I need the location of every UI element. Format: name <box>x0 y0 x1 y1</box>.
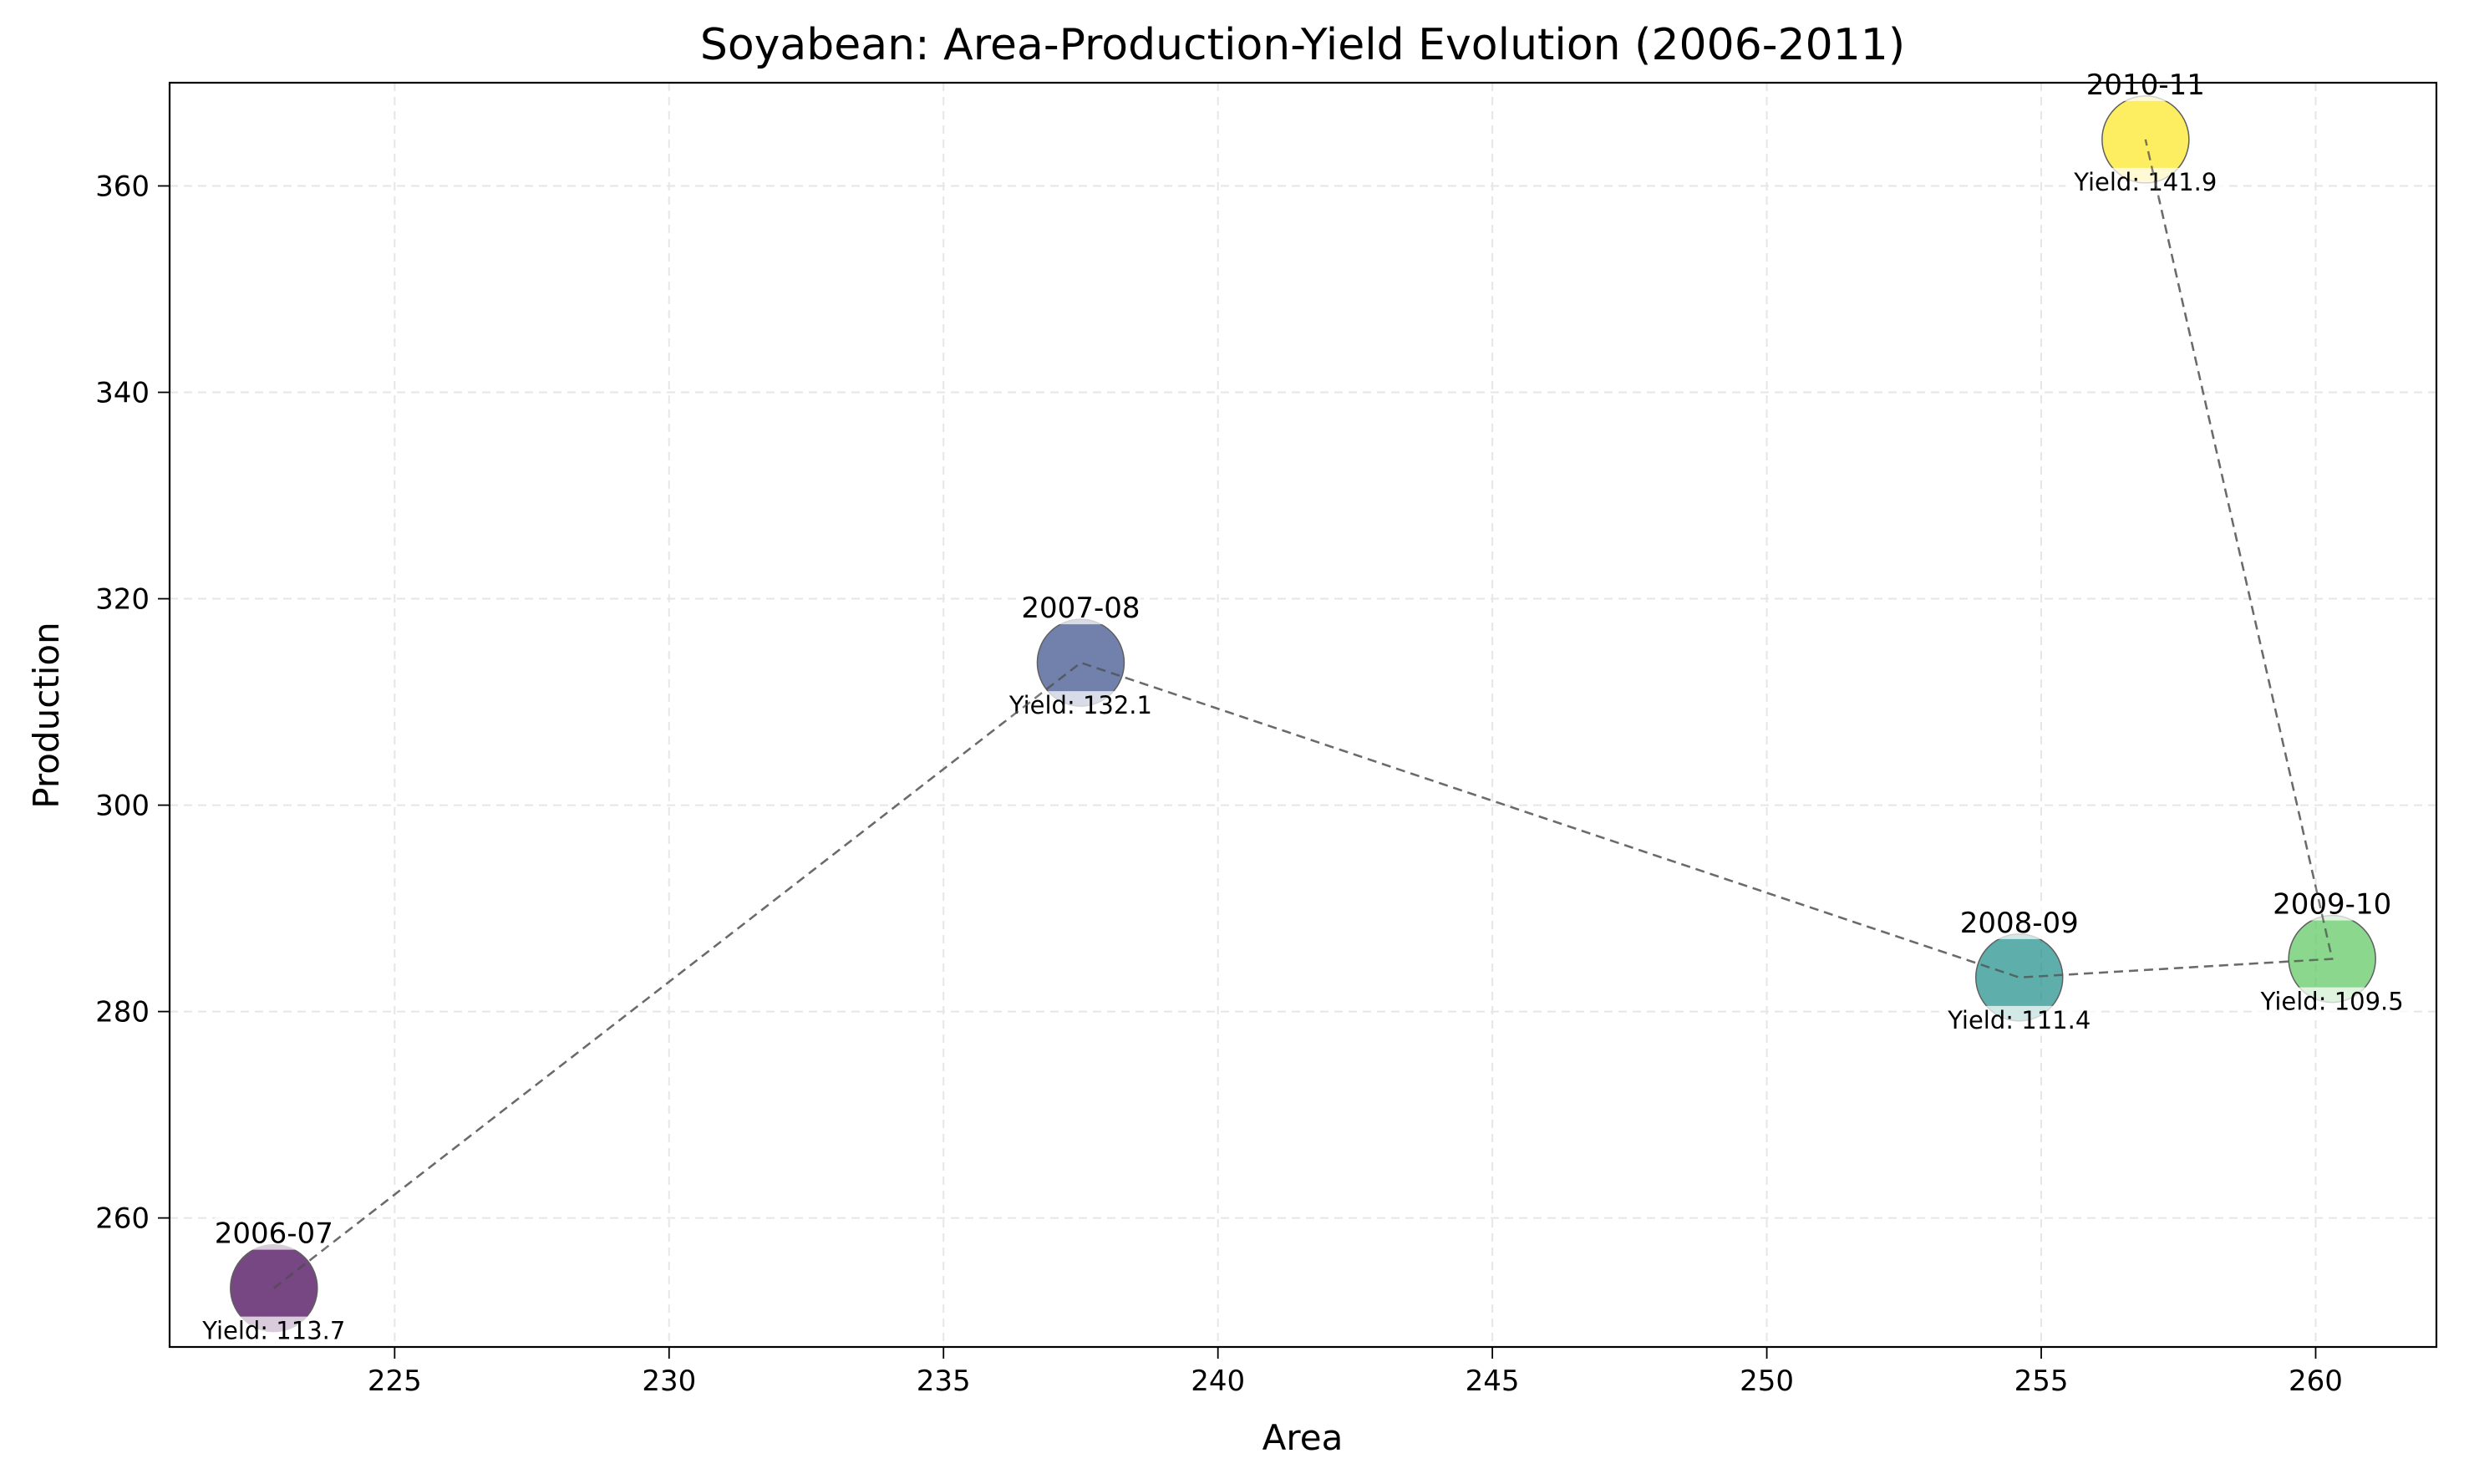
x-tick-label: 235 <box>917 1365 971 1398</box>
yield-label-backdrop <box>1000 691 1161 722</box>
year-label: 2009-10 <box>2273 888 2391 922</box>
trajectory-line-overlay <box>273 139 2334 1289</box>
data-point-2010-11: 2010-11 Yield: 141.9 <box>2065 67 2226 198</box>
yield-label: Yield: 111.4 <box>1947 1006 2091 1034</box>
x-tick-label: 255 <box>2014 1365 2069 1398</box>
grid-lines <box>170 83 2436 1347</box>
year-label-backdrop <box>1020 591 1141 625</box>
year-label: 2008-09 <box>1960 907 2079 940</box>
x-tick-label: 250 <box>1740 1365 1794 1398</box>
chart-title: Soyabean: Area-Production-Yield Evolutio… <box>700 20 1905 70</box>
y-tick-label: 320 <box>95 583 150 617</box>
data-point-2006-07: 2006-07 Yield: 113.7 <box>193 1216 354 1347</box>
data-point-2008-09: 2008-09 Yield: 111.4 <box>1938 905 2100 1036</box>
year-label: 2006-07 <box>215 1217 333 1251</box>
x-tick-label: 240 <box>1191 1365 1245 1398</box>
y-axis-title: Production <box>26 622 67 808</box>
x-tick-label: 225 <box>368 1365 422 1398</box>
x-tick-label: 245 <box>1466 1365 1520 1398</box>
year-label-backdrop <box>1958 905 2080 939</box>
y-tick-label: 280 <box>95 996 150 1029</box>
yield-label: Yield: 141.9 <box>2073 168 2217 196</box>
axis-ticks: 225 230 235 240 245 250 255 260 260 280 300 320 340 3… <box>95 170 2343 1398</box>
y-tick-label: 300 <box>95 790 150 823</box>
plot-frame <box>168 81 2438 1349</box>
yield-label: Yield: 132.1 <box>1008 691 1152 719</box>
yield-label-backdrop <box>2252 987 2413 1018</box>
yield-label-backdrop <box>193 1316 354 1347</box>
year-label-backdrop <box>213 1216 334 1250</box>
yield-label: Yield: 109.5 <box>2260 988 2404 1016</box>
yield-label: Yield: 113.7 <box>201 1317 345 1345</box>
data-point-2007-08: 2007-08 Yield: 132.1 <box>1000 591 1161 722</box>
year-label-backdrop <box>2272 887 2393 921</box>
x-tick-label: 260 <box>2289 1365 2343 1398</box>
year-label: 2010-11 <box>2086 69 2205 102</box>
year-label: 2007-08 <box>1021 592 1140 625</box>
year-label-backdrop <box>2085 67 2206 101</box>
y-tick-label: 260 <box>95 1202 150 1236</box>
y-tick-label: 360 <box>95 170 150 204</box>
yield-label-backdrop <box>1938 1005 2100 1036</box>
x-tick-label: 230 <box>642 1365 696 1398</box>
x-axis-title: Area <box>1262 1417 1344 1458</box>
yield-label-backdrop <box>2065 167 2226 198</box>
y-tick-label: 340 <box>95 377 150 410</box>
